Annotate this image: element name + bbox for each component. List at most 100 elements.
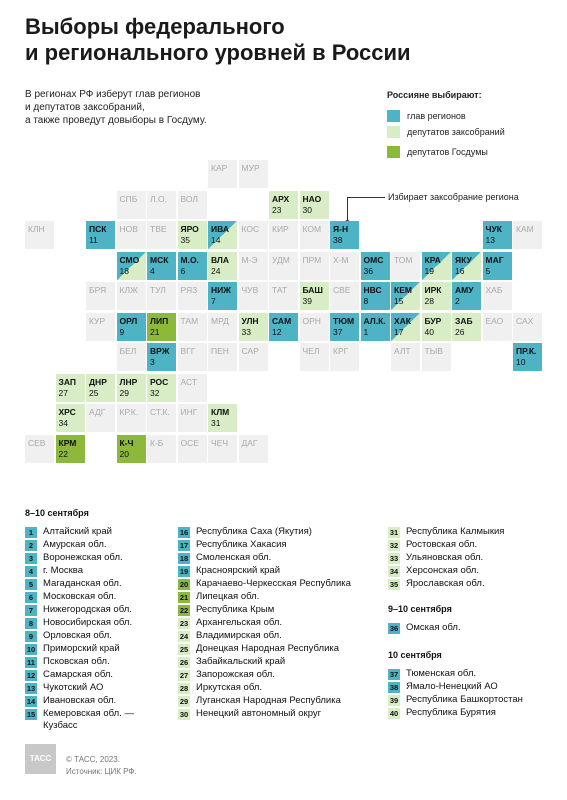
region-abbr: СМО	[119, 254, 140, 265]
region-number: 8	[363, 296, 369, 306]
region-cell: Л.О.	[147, 190, 176, 219]
region-list-item: 3 Воронежская обл.	[25, 552, 123, 564]
region-number: 17	[394, 326, 404, 337]
region-name: Республика Бурятия	[406, 707, 496, 719]
region-number: 3	[150, 357, 155, 367]
region-name: Псковская обл.	[43, 656, 110, 668]
region-abbr: ЛИП	[150, 315, 169, 326]
intro-line-2: и депутатов заксобраний,	[25, 102, 145, 113]
footer-copyright: © ТАСС, 2023.	[66, 755, 120, 764]
region-cell: СТ.К.	[147, 404, 176, 432]
region-cell: ВОЛ	[177, 190, 207, 219]
region-cell: КАР	[208, 160, 237, 188]
region-cell: ЕАО	[482, 312, 512, 341]
region-list-item: 1 Алтайский край	[25, 526, 112, 538]
region-number: 23	[272, 204, 282, 215]
region-number: 39	[302, 296, 312, 306]
region-name: Кемеровская обл. — Кузбасс	[43, 708, 134, 732]
region-list-item: 6 Московская обл.	[25, 591, 116, 603]
region-number-badge: 27	[178, 670, 190, 681]
region-abbr: ПСК	[89, 224, 107, 234]
region-abbr: ОРН	[302, 315, 321, 326]
region-name: Амурская обл.	[43, 539, 107, 551]
region-list-item: 35 Ярославская обл.	[388, 578, 485, 590]
region-number: 16	[455, 265, 465, 276]
region-abbr: ЗАБ	[455, 315, 473, 326]
region-abbr: Я-Н	[333, 224, 349, 234]
region-abbr: АРХ	[272, 193, 290, 204]
region-name: Приморский край	[43, 643, 120, 655]
region-cell: КРМ 22	[55, 434, 85, 463]
region-abbr: КРМ	[58, 437, 77, 448]
region-number-badge: 1	[25, 527, 37, 538]
legend-label-gov: глав регионов	[407, 111, 466, 121]
region-number: 13	[485, 235, 495, 245]
region-name: Московская обл.	[43, 591, 116, 603]
intro-text: В регионах РФ изберут глав регионов и де…	[25, 88, 207, 127]
region-abbr: ЧУК	[485, 224, 502, 234]
region-cell: СВЕ	[330, 282, 359, 310]
region-name: Омская обл.	[406, 622, 461, 634]
region-name-line: Карачаево-Черкесская Республика	[196, 578, 351, 589]
region-name: Алтайский край	[43, 526, 112, 538]
region-cell: КИР	[269, 221, 298, 249]
region-name-line: Забайкальский край	[196, 656, 286, 667]
legend-swatch-gov	[387, 110, 400, 122]
region-name-line: Запорожская обл.	[196, 669, 275, 680]
region-abbr: АСТ	[180, 376, 198, 387]
region-list-item: 36 Омская обл.	[388, 622, 461, 634]
region-abbr: ПР.К.	[516, 346, 537, 356]
region-number-badge: 35	[388, 579, 400, 590]
region-name-line: Воронежская обл.	[43, 552, 123, 563]
region-number: 9	[119, 326, 125, 337]
footer-text: © ТАСС, 2023. Источник: ЦИК РФ.	[66, 754, 137, 778]
region-name: Республика Калмыкия	[406, 526, 504, 538]
region-name-line: Новосибирская обл.	[43, 617, 133, 628]
region-cell: М.О. 6	[177, 251, 207, 280]
region-cell: НОВ	[116, 221, 146, 249]
region-list-item: 28 Иркутская обл.	[178, 682, 262, 694]
region-abbr: ЕАО	[485, 315, 504, 326]
region-name-line: Нижегородская обл.	[43, 604, 132, 615]
region-name-line: Ярославская обл.	[406, 578, 485, 589]
region-cell: ТВЕ	[147, 221, 176, 249]
region-abbr: ОМС	[363, 254, 384, 265]
region-cell: ХАБ	[482, 282, 512, 310]
region-abbr: БАШ	[302, 285, 323, 295]
region-number: 5	[485, 265, 491, 276]
region-name: Ульяновская обл.	[406, 552, 483, 564]
region-name: Республика Хакасия	[196, 539, 287, 551]
region-name: Республика Башкортостан	[406, 694, 523, 706]
region-list-item: 37 Тюменская обл.	[388, 668, 476, 680]
region-name: Ненецкий автономный округ	[196, 708, 321, 720]
region-cell: АЛТ	[391, 343, 420, 371]
intro-line-1: В регионах РФ изберут глав регионов	[25, 89, 201, 100]
region-number: 19	[424, 265, 434, 276]
region-cell: БЕЛ	[116, 343, 146, 371]
region-cell: ТАМ	[177, 312, 207, 341]
region-cell: ЗАП 27	[55, 373, 85, 402]
region-number-badge: 16	[178, 527, 190, 538]
legend-label-duma: депутатов Госдумы	[407, 147, 488, 157]
region-cell: РОС 32	[147, 373, 176, 402]
section-heading-8-10: 8–10 сентября	[25, 508, 89, 518]
region-number-badge: 21	[178, 592, 190, 603]
region-number-badge: 9	[25, 631, 37, 642]
region-abbr: ВОЛ	[180, 193, 198, 204]
region-name-line: Омская обл.	[406, 622, 461, 633]
region-number-badge: 13	[25, 683, 37, 694]
region-number: 2	[455, 296, 460, 306]
region-cell: ВГГ	[177, 343, 207, 371]
region-name-line: Республика Крым	[196, 604, 275, 615]
region-number: 38	[333, 235, 343, 245]
region-abbr: КРГ	[333, 346, 349, 356]
region-cell: ТЮМ 37	[330, 312, 359, 341]
region-number-badge: 14	[25, 696, 37, 707]
region-cell: ИНГ	[177, 404, 207, 432]
region-abbr: СВЕ	[333, 285, 351, 295]
region-abbr: НАО	[302, 193, 322, 204]
region-name: Смоленская обл.	[196, 552, 271, 564]
region-list-item: 40 Республика Бурятия	[388, 707, 496, 719]
legend-item-gov: глав регионов	[387, 110, 466, 122]
region-name-line: Чукотский АО	[43, 682, 104, 693]
